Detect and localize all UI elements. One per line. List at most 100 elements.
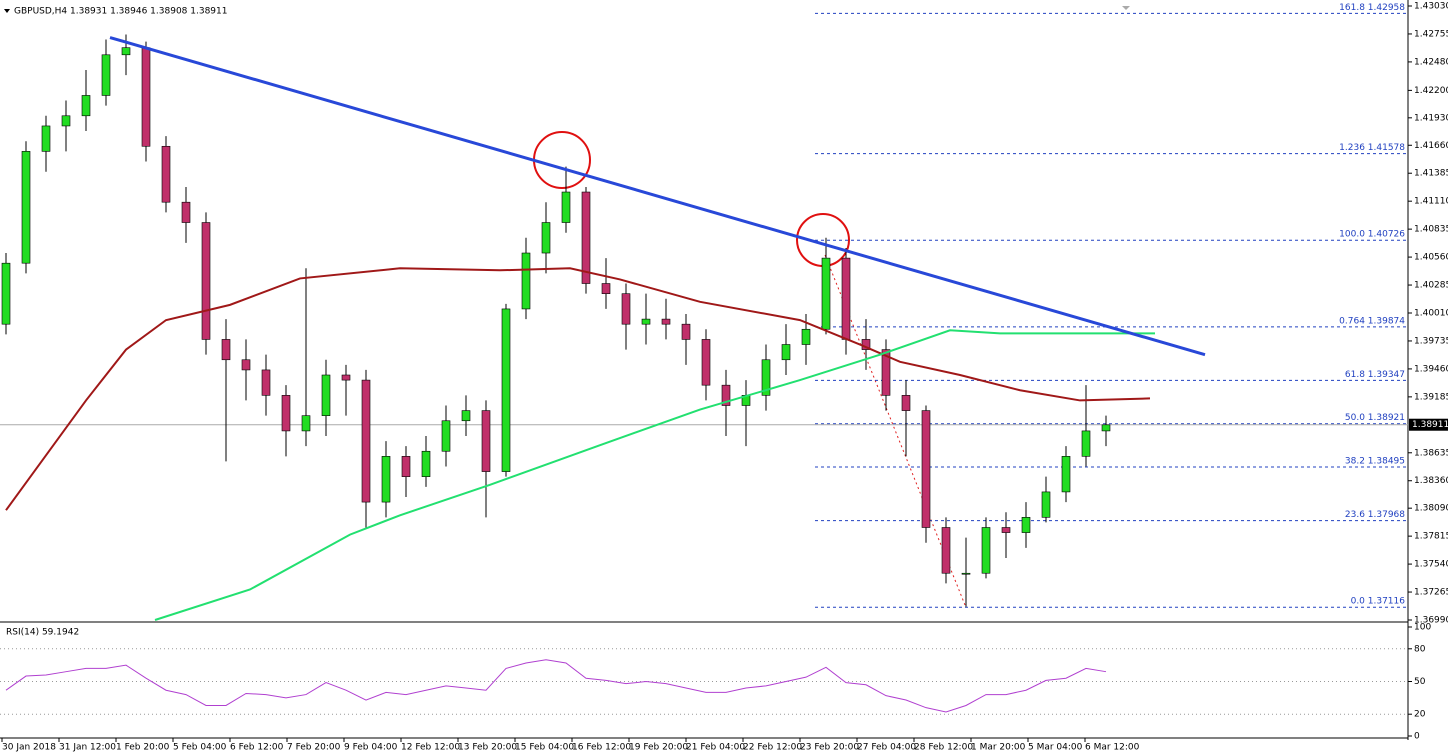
- fib-label: 23.6 1.37968: [1345, 510, 1405, 520]
- x-tick-label: 21 Feb 04:00: [686, 743, 745, 753]
- candle-body: [141, 47, 151, 147]
- candle-body: [1101, 424, 1111, 432]
- chart-header: GBPUSD,H4 1.38931 1.38946 1.38908 1.3891…: [14, 7, 227, 17]
- x-tick-label: 13 Feb 20:00: [458, 743, 517, 753]
- y-tick-label: 1.42480: [1414, 57, 1448, 67]
- candle-body: [261, 369, 271, 396]
- fib-label: 100.0 1.40726: [1339, 230, 1405, 240]
- x-tick-label: 5 Feb 04:00: [173, 743, 227, 753]
- y-tick-label: 20: [1414, 710, 1426, 720]
- fib-label: 161.8 1.42958: [1339, 3, 1405, 13]
- fibonacci: 161.8 1.42958 1.236 1.41578 100.0 1.40726 0…: [815, 3, 1408, 608]
- candle-body: [381, 456, 391, 503]
- fib-label: 0.764 1.39874: [1339, 316, 1405, 326]
- candle-body: [81, 95, 91, 117]
- candle-body: [1001, 527, 1011, 533]
- candle-body: [941, 527, 951, 574]
- y-tick-label: 1.36990: [1414, 616, 1448, 626]
- rsi-line: [5, 659, 1107, 713]
- candle-body: [981, 527, 991, 574]
- candle-body: [401, 456, 411, 477]
- candle-body: [601, 283, 611, 294]
- x-tick-label: 12 Feb 12:00: [401, 743, 460, 753]
- x-tick-label: 28 Feb 12:00: [914, 743, 973, 753]
- candle-body: [701, 339, 711, 386]
- y-tick-label: 1.37815: [1414, 532, 1448, 542]
- candle-body: [801, 328, 811, 345]
- y-tick-label: 1.37265: [1414, 588, 1448, 598]
- y-tick-label: 1.42755: [1414, 29, 1448, 39]
- x-tick-label: 23 Feb 20:00: [800, 743, 859, 753]
- candle-body: [521, 252, 531, 310]
- fib-label: 61.8 1.39347: [1345, 370, 1405, 380]
- y-tick-label: 1.38360: [1414, 476, 1448, 486]
- candle-body: [181, 201, 191, 223]
- candle-body: [541, 222, 551, 254]
- moving-average: [5, 267, 1151, 511]
- menu-arrow[interactable]: [4, 9, 10, 13]
- candle-body: [301, 415, 311, 432]
- candle-body: [481, 410, 491, 472]
- candle-body: [121, 47, 131, 56]
- candle-body: [681, 323, 691, 340]
- x-tick-label: 5 Mar 04:00: [1028, 743, 1083, 753]
- candle-body: [621, 293, 631, 325]
- y-tick-label: 1.41110: [1414, 197, 1448, 207]
- candle-body: [761, 359, 771, 396]
- candle-body: [21, 151, 31, 264]
- shift-marker: [1122, 6, 1130, 10]
- fib-label: 38.2 1.38495: [1345, 457, 1405, 467]
- candle-body: [921, 410, 931, 528]
- candle-body: [581, 191, 591, 284]
- candle-body: [841, 257, 851, 340]
- x-tick-label: 6 Mar 12:00: [1085, 743, 1140, 753]
- y-tick-label: 1.40010: [1414, 309, 1448, 319]
- y-tick-label: 1.40835: [1414, 225, 1448, 235]
- y-tick-label: 1.38090: [1414, 504, 1448, 514]
- y-tick-label: 1.42200: [1414, 86, 1448, 96]
- candle-body: [901, 395, 911, 411]
- y-tick-label: 1.38635: [1414, 448, 1448, 458]
- candle-body: [961, 572, 971, 575]
- candle-body: [201, 222, 211, 340]
- moving-average: [154, 329, 1155, 621]
- x-tick-label: 1 Feb 20:00: [116, 743, 170, 753]
- y-tick-label: 1.41660: [1414, 141, 1448, 151]
- candle-body: [1041, 491, 1051, 518]
- candle-body: [321, 374, 331, 416]
- fib-label: 50.0 1.38921: [1345, 413, 1405, 423]
- candle-body: [721, 384, 731, 406]
- x-tick-label: 22 Feb 12:00: [743, 743, 802, 753]
- trendline: [109, 36, 1206, 357]
- candle-body: [61, 115, 71, 127]
- candle-body: [361, 379, 371, 503]
- candle-body: [1081, 430, 1091, 457]
- x-tick-label: 16 Feb 12:00: [572, 743, 631, 753]
- y-tick-label: 1.41930: [1414, 113, 1448, 123]
- candle-body: [341, 374, 351, 381]
- candle-body: [1, 262, 11, 325]
- candle-body: [281, 395, 291, 432]
- y-tick-label: 80: [1414, 644, 1426, 654]
- price-tag-label: 1.38911: [1412, 420, 1448, 430]
- y-tick-label: 1.39735: [1414, 336, 1448, 346]
- price-tag: [1409, 418, 1448, 431]
- y-tick-label: 50: [1414, 677, 1426, 687]
- y-tick-label: 1.39460: [1414, 364, 1448, 374]
- x-tick-label: 19 Feb 20:00: [629, 743, 688, 753]
- x-tick-label: 6 Feb 12:00: [230, 743, 284, 753]
- y-tick-label: 0: [1414, 732, 1420, 742]
- candle-body: [561, 191, 571, 223]
- candle-body: [461, 410, 471, 422]
- x-tick-label: 30 Jan 2018: [2, 743, 56, 753]
- candle-body: [501, 308, 511, 472]
- candle-body: [1021, 517, 1031, 533]
- y-tick-label: 1.41385: [1414, 169, 1448, 179]
- y-tick-label: 1.39185: [1414, 392, 1448, 402]
- candle-body: [41, 125, 51, 152]
- x-tick-label: 27 Feb 04:00: [857, 743, 916, 753]
- candle-body: [781, 344, 791, 361]
- candle-body: [161, 145, 171, 203]
